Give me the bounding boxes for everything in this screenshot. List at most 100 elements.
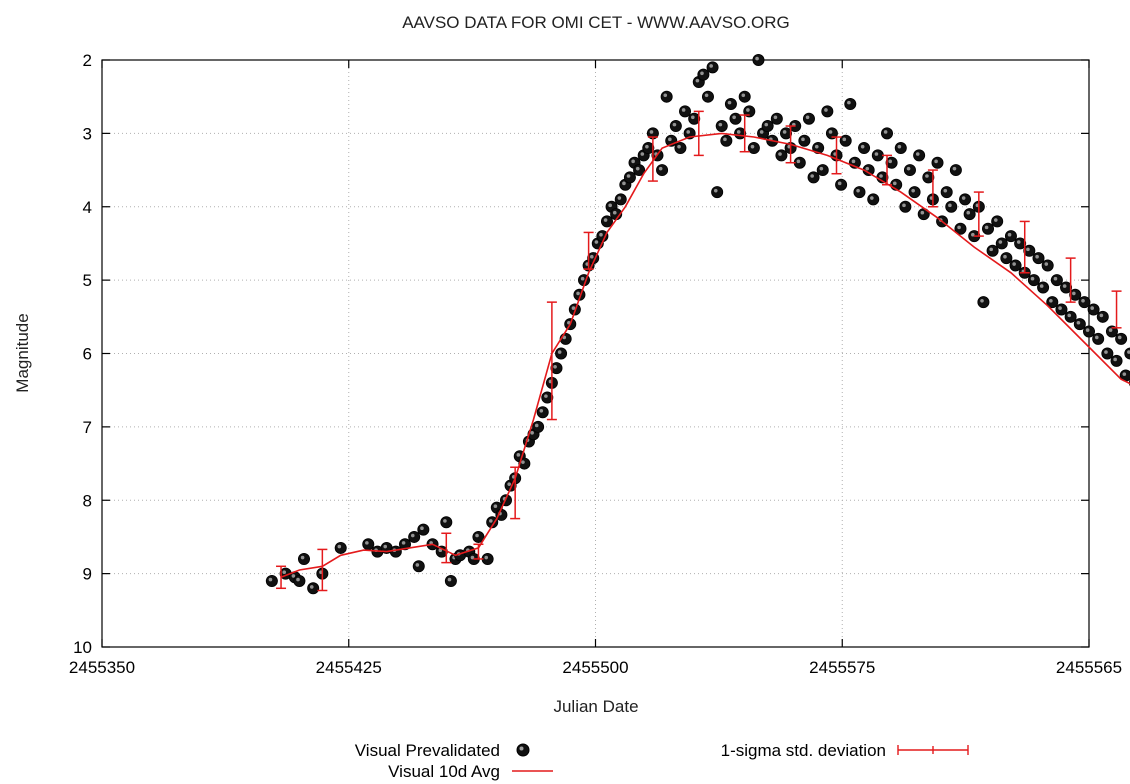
scatter-point xyxy=(412,560,425,573)
scatter-series xyxy=(265,54,1130,595)
scatter-point xyxy=(835,178,848,191)
scatter-point xyxy=(908,186,921,199)
scatter-point xyxy=(679,105,692,118)
y-tick-label: 9 xyxy=(83,565,92,584)
y-tick-label: 5 xyxy=(83,271,92,290)
scatter-point xyxy=(532,420,545,433)
scatter-point xyxy=(486,516,499,529)
scatter-point xyxy=(518,457,531,470)
error-bar xyxy=(1065,257,1076,303)
scatter-point xyxy=(977,296,990,309)
x-tick-label: 2455350 xyxy=(69,658,135,677)
scatter-point xyxy=(1069,288,1082,301)
scatter-point xyxy=(440,516,453,529)
scatter-point xyxy=(297,552,310,565)
scatter-point xyxy=(903,164,916,177)
scatter-point xyxy=(1092,332,1105,345)
scatter-point xyxy=(417,523,430,536)
error-bar xyxy=(317,548,328,592)
error-bar xyxy=(927,169,938,208)
scatter-point xyxy=(596,230,609,243)
scatter-point xyxy=(1009,259,1022,272)
legend-errorbar-symbol xyxy=(897,745,969,755)
y-tick-label: 6 xyxy=(83,345,92,364)
scatter-point xyxy=(623,171,636,184)
scatter-point xyxy=(688,112,701,125)
legend-label-1-sigma: 1-sigma std. deviation xyxy=(721,741,886,760)
scatter-point xyxy=(871,149,884,162)
scatter-point xyxy=(862,164,875,177)
scatter-point xyxy=(550,362,563,375)
error-bar xyxy=(510,466,521,520)
scatter-point xyxy=(839,134,852,147)
y-axis: 2 3 4 5 6 7 8 9 10 xyxy=(73,51,1089,657)
scatter-point xyxy=(701,90,714,103)
scatter-point xyxy=(600,215,613,228)
scatter-point xyxy=(802,112,815,125)
scatter-point xyxy=(444,574,457,587)
scatter-point xyxy=(780,127,793,140)
scatter-point xyxy=(995,237,1008,250)
scatter-point xyxy=(660,90,673,103)
error-bar xyxy=(583,231,594,270)
scatter-point xyxy=(991,215,1004,228)
scatter-point xyxy=(959,193,972,206)
x-tick-label: 2455425 xyxy=(316,658,382,677)
scatter-point xyxy=(812,142,825,155)
error-bars-series xyxy=(276,110,1122,592)
scatter-point xyxy=(1000,252,1013,265)
scatter-point xyxy=(720,134,733,147)
error-bar xyxy=(831,136,842,175)
scatter-point xyxy=(724,98,737,111)
scatter-point xyxy=(807,171,820,184)
scatter-point xyxy=(1050,274,1063,287)
error-bar xyxy=(441,532,452,564)
scatter-point xyxy=(858,142,871,155)
scatter-point xyxy=(945,200,958,213)
scatter-point xyxy=(1037,281,1050,294)
scatter-point xyxy=(1046,296,1059,309)
y-tick-label: 7 xyxy=(83,418,92,437)
scatter-point xyxy=(853,186,866,199)
scatter-point xyxy=(752,54,765,67)
scatter-point xyxy=(646,127,659,140)
scatter-point xyxy=(821,105,834,118)
y-tick-label: 4 xyxy=(83,198,92,217)
error-bar xyxy=(693,110,704,157)
scatter-point xyxy=(738,90,751,103)
legend-label-visual-10d-avg: Visual 10d Avg xyxy=(388,762,500,781)
x-axis-label: Julian Date xyxy=(553,697,638,716)
error-bar xyxy=(647,136,658,182)
scatter-point xyxy=(362,538,375,551)
scatter-point xyxy=(931,156,944,169)
scatter-point xyxy=(1023,244,1036,257)
scatter-point xyxy=(642,142,655,155)
scatter-point xyxy=(913,149,926,162)
scatter-point xyxy=(844,98,857,111)
scatter-point xyxy=(536,406,549,419)
scatter-point xyxy=(1064,310,1077,323)
scatter-point xyxy=(761,120,774,133)
error-bar xyxy=(785,125,796,164)
scatter-point xyxy=(1073,318,1086,331)
scatter-point xyxy=(1096,310,1109,323)
scatter-point xyxy=(614,193,627,206)
scatter-point xyxy=(729,112,742,125)
scatter-point xyxy=(963,208,976,221)
scatter-point xyxy=(481,552,494,565)
scatter-point xyxy=(1014,237,1027,250)
legend-label-visual-prevalidated: Visual Prevalidated xyxy=(355,741,500,760)
scatter-point xyxy=(867,193,880,206)
scatter-point xyxy=(472,530,485,543)
scatter-point xyxy=(1087,303,1100,316)
scatter-point xyxy=(894,142,907,155)
scatter-point xyxy=(881,127,894,140)
scatter-point xyxy=(825,127,838,140)
legend: Visual Prevalidated Visual 10d Avg 1-sig… xyxy=(355,741,969,781)
error-bar xyxy=(473,543,484,560)
scatter-point xyxy=(1110,354,1123,367)
scatter-point xyxy=(816,164,829,177)
chart-title: AAVSO DATA FOR OMI CET - WWW.AAVSO.ORG xyxy=(402,13,790,32)
scatter-point xyxy=(541,391,554,404)
